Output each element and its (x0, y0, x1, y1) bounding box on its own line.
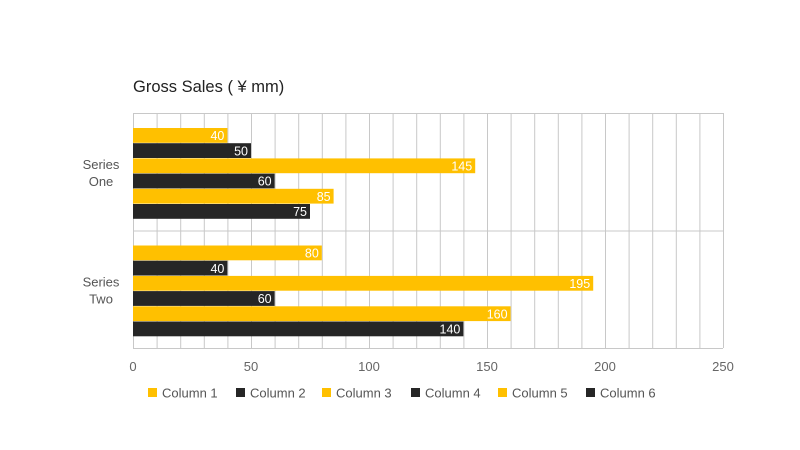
bar (133, 173, 275, 189)
bar (133, 188, 334, 204)
legend-label: Column 3 (336, 386, 392, 401)
x-tick-label: 150 (476, 359, 498, 374)
legend-label: Column 4 (425, 386, 481, 401)
legend-swatch (236, 388, 245, 397)
data-label: 60 (258, 292, 272, 306)
data-label: 75 (293, 205, 307, 219)
data-label: 195 (569, 277, 590, 291)
bar (133, 275, 594, 291)
legend-swatch (411, 388, 420, 397)
data-label: 160 (487, 307, 508, 321)
bar (133, 245, 322, 261)
legend-swatch (498, 388, 507, 397)
x-tick-label: 250 (712, 359, 734, 374)
legend-swatch (322, 388, 331, 397)
x-tick-label: 50 (244, 359, 258, 374)
category-label: Series One (83, 157, 120, 189)
data-label: 50 (234, 144, 248, 158)
bar (133, 306, 511, 322)
bar (133, 321, 464, 337)
data-label: 145 (451, 160, 472, 174)
data-label: 85 (317, 190, 331, 204)
legend-swatch (148, 388, 157, 397)
data-label: 40 (210, 262, 224, 276)
bar (133, 158, 476, 174)
legend-label: Column 2 (250, 386, 306, 401)
legend-label: Column 1 (162, 386, 218, 401)
data-label: 60 (258, 175, 272, 189)
bar (133, 143, 251, 158)
legend-swatch (586, 388, 595, 397)
data-label: 80 (305, 247, 319, 261)
bar (133, 291, 275, 306)
x-tick-label: 100 (358, 359, 380, 374)
legend-label: Column 6 (600, 386, 656, 401)
bar (133, 128, 228, 143)
data-label: 40 (210, 129, 224, 143)
bar (133, 204, 310, 219)
x-tick-label: 0 (129, 359, 136, 374)
category-label: Series Two (83, 274, 120, 306)
x-tick-label: 200 (594, 359, 616, 374)
legend-label: Column 5 (512, 386, 568, 401)
chart-title: Gross Sales ( ¥ mm) (133, 78, 285, 96)
data-label: 140 (440, 323, 461, 337)
bar (133, 260, 228, 276)
